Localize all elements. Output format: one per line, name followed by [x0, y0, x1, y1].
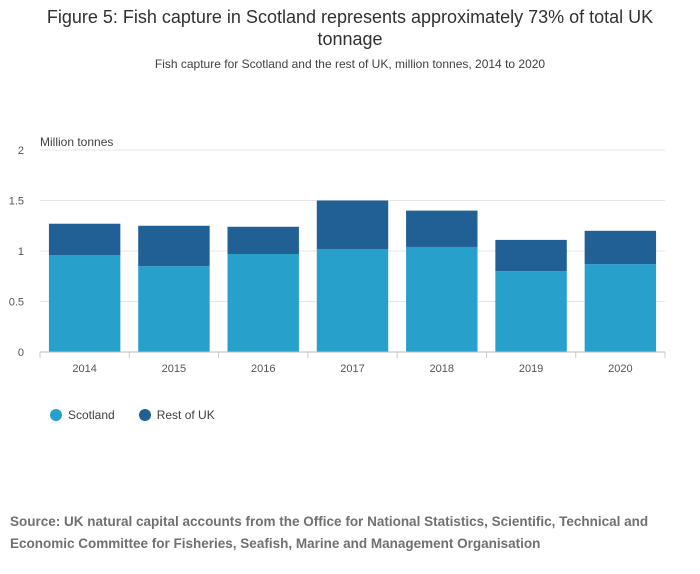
legend-item-rest-of-uk[interactable]: Rest of UK — [138, 408, 215, 422]
chart-title: Figure 5: Fish capture in Scotland repre… — [46, 7, 654, 49]
legend-label-scotland: Scotland — [68, 408, 115, 422]
bar-rest-of-uk-2014[interactable] — [48, 223, 121, 256]
y-tick-label: 0.5 — [9, 297, 24, 309]
x-tick-label: 2019 — [519, 363, 543, 375]
x-tick-label: 2018 — [430, 363, 454, 375]
bar-rest-of-uk-2016[interactable] — [227, 226, 299, 255]
legend-label-rest-of-uk: Rest of UK — [156, 408, 215, 422]
legend: Scotland Rest of UK — [50, 408, 215, 422]
bar-scotland-2020[interactable] — [584, 264, 657, 352]
stacked-bar-chart: 0 0.5 1 1.5 2 Million tonnes 2014 2015 2016 2017 2… — [9, 135, 666, 375]
y-tick-label: 0 — [18, 347, 24, 359]
y-tick-label: 2 — [18, 145, 24, 157]
y-tick-label: 1.5 — [9, 196, 24, 208]
bar-rest-of-uk-2015[interactable] — [138, 225, 210, 267]
source-note: Source: UK natural capital accounts from… — [10, 514, 649, 551]
bar-rest-of-uk-2019[interactable] — [495, 239, 567, 272]
legend-item-scotland[interactable]: Scotland — [50, 408, 115, 422]
x-tick-label: 2014 — [72, 363, 96, 375]
chart-subtitle: Fish capture for Scotland and the rest o… — [154, 57, 546, 71]
y-axis-label: Million tonnes — [40, 135, 113, 149]
legend-swatch-scotland — [50, 409, 62, 421]
y-tick-label: 1 — [18, 246, 24, 258]
bar-scotland-2014[interactable] — [48, 255, 121, 352]
bar-scotland-2016[interactable] — [227, 254, 299, 352]
x-tick-label: 2015 — [162, 363, 186, 375]
bar-scotland-2018[interactable] — [406, 246, 478, 352]
bar-scotland-2019[interactable] — [495, 271, 567, 352]
x-tick-label: 2017 — [340, 363, 364, 375]
bar-scotland-2015[interactable] — [138, 266, 210, 352]
x-tick-label: 2020 — [608, 363, 632, 375]
bar-scotland-2017[interactable] — [316, 248, 389, 352]
legend-swatch-rest-of-uk — [138, 409, 151, 421]
bar-rest-of-uk-2018[interactable] — [406, 210, 478, 247]
bar-rest-of-uk-2020[interactable] — [584, 230, 657, 265]
bar-rest-of-uk-2017[interactable] — [316, 200, 389, 249]
x-tick-label: 2016 — [251, 363, 275, 375]
